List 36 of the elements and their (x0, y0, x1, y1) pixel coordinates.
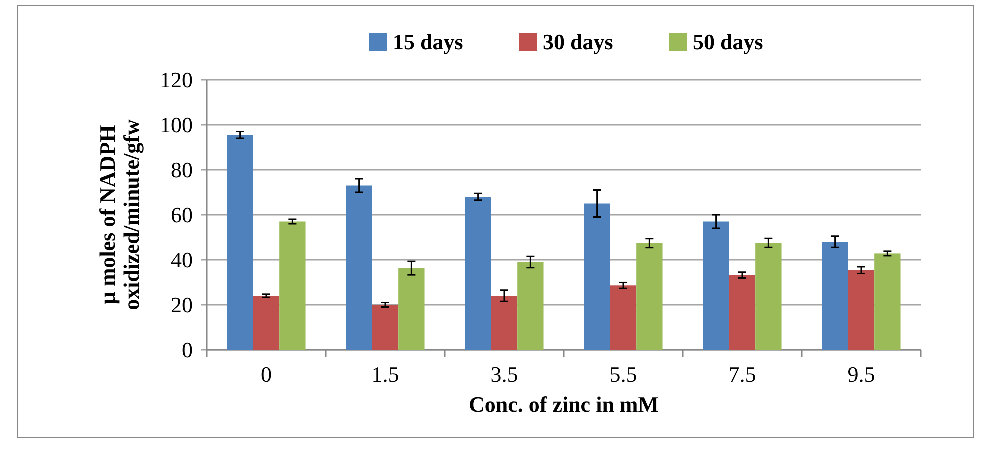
bar (610, 286, 637, 350)
legend-label: 50 days (693, 30, 764, 55)
y-tick-label: 20 (171, 292, 193, 318)
y-tick-label: 100 (160, 112, 193, 138)
bar (398, 268, 425, 350)
y-tick-label: 40 (171, 248, 193, 273)
x-tick-label: 9.5 (848, 362, 876, 387)
bar (636, 243, 663, 350)
bar (874, 254, 901, 350)
y-tick-label: 120 (160, 68, 193, 93)
legend-label: 15 days (393, 30, 464, 55)
bar (227, 135, 254, 350)
bar (491, 296, 518, 350)
bar (729, 275, 756, 350)
x-tick-label: 1.5 (372, 362, 400, 387)
x-axis-title: Conc. of zinc in mM (468, 392, 660, 417)
x-tick-label: 0 (261, 362, 272, 387)
y-tick-label: 0 (182, 338, 193, 363)
y-axis-title: µ moles of NADPH oxidized/minute/gfw (94, 120, 144, 310)
bar (703, 222, 730, 350)
bar (756, 243, 782, 350)
x-tick-label: 3.5 (490, 362, 518, 387)
bar (253, 296, 280, 350)
bar (584, 204, 610, 350)
bar (465, 197, 492, 350)
legend-label: 30 days (543, 30, 614, 55)
bar (848, 270, 875, 350)
y-tick-label: 60 (171, 202, 193, 228)
bar (346, 186, 372, 350)
y-tick-label: 80 (171, 158, 193, 183)
bar (280, 222, 306, 350)
bar (518, 262, 544, 350)
bar (822, 242, 848, 350)
x-tick-label: 7.5 (728, 362, 756, 387)
bar (372, 305, 399, 350)
x-tick-label: 5.5 (610, 362, 638, 387)
